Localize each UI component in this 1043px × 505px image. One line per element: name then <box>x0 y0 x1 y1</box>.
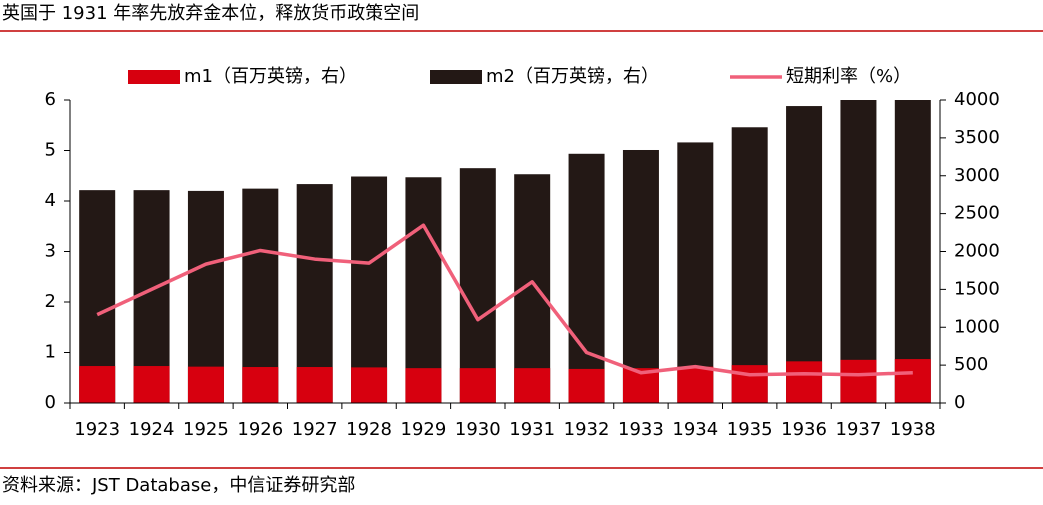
x-tick-label: 1923 <box>74 419 120 440</box>
x-tick-label: 1924 <box>129 419 175 440</box>
bar <box>622 149 659 403</box>
bar <box>351 367 388 403</box>
x-tick-label: 1938 <box>890 419 936 440</box>
y2-tick-label: 500 <box>954 354 988 375</box>
bar <box>894 100 931 403</box>
bar <box>79 366 116 403</box>
bar <box>133 366 170 403</box>
bar <box>296 367 333 403</box>
x-tick-label: 1933 <box>618 419 664 440</box>
line <box>96 223 913 377</box>
x-tick-label: 1930 <box>455 419 501 440</box>
x-tick-label: 1927 <box>292 419 338 440</box>
bar <box>840 100 877 403</box>
y2-tick-label: 0 <box>954 392 965 413</box>
bar <box>786 361 823 403</box>
bar <box>296 184 333 403</box>
bar <box>459 368 496 403</box>
y-tick-label: 0 <box>45 392 56 413</box>
legend-swatch <box>128 70 180 84</box>
source: 资料来源：JST Database，中信证券研究部 <box>2 475 355 496</box>
legend-swatch <box>430 70 482 84</box>
y2-tick-label: 1000 <box>954 316 1000 337</box>
y-tick-label: 3 <box>45 241 56 262</box>
bar <box>677 142 714 404</box>
y2-tick-label: 2000 <box>954 241 1000 262</box>
legend-label: m2（百万英镑，右） <box>486 66 659 87</box>
legend-label: 短期利率（%） <box>786 66 911 87</box>
y-tick-label: 5 <box>45 140 56 161</box>
x-tick-label: 1934 <box>672 419 718 440</box>
bar <box>677 366 714 403</box>
bar <box>568 153 605 403</box>
chart-title: 英国于 1931 年率先放弃金本位，释放货币政策空间 <box>2 3 419 24</box>
x-tick-label: 1926 <box>237 419 283 440</box>
y2-tick-label: 3000 <box>954 165 1000 186</box>
x-tick-label: 1928 <box>346 419 392 440</box>
bar <box>242 367 279 403</box>
bar <box>731 365 768 403</box>
x-tick-label: 1932 <box>564 419 610 440</box>
bar <box>568 368 605 403</box>
y-tick-label: 1 <box>45 342 56 363</box>
bar <box>514 368 551 403</box>
x-tick-label: 1935 <box>727 419 773 440</box>
y-tick-label: 6 <box>45 89 56 110</box>
y2-tick-label: 2500 <box>954 203 1000 224</box>
bar <box>459 168 496 403</box>
x-tick-label: 1929 <box>401 419 447 440</box>
y-tick-label: 4 <box>45 190 56 211</box>
x-tick-label: 1931 <box>509 419 555 440</box>
x-tick-label: 1937 <box>836 419 882 440</box>
bar <box>731 127 768 404</box>
x-tick-label: 1936 <box>781 419 827 440</box>
legend-label: m1（百万英镑，右） <box>184 66 357 87</box>
bar <box>187 366 224 403</box>
y2-tick-label: 3500 <box>954 127 1000 148</box>
bar <box>405 177 442 403</box>
bar <box>894 359 931 403</box>
bar <box>840 359 877 403</box>
bar <box>351 176 388 403</box>
x-tick-label: 1925 <box>183 419 229 440</box>
bar <box>786 106 823 403</box>
y-tick-label: 2 <box>45 291 56 312</box>
bar <box>405 368 442 403</box>
y2-tick-label: 4000 <box>954 89 1000 110</box>
y2-tick-label: 1500 <box>954 278 1000 299</box>
